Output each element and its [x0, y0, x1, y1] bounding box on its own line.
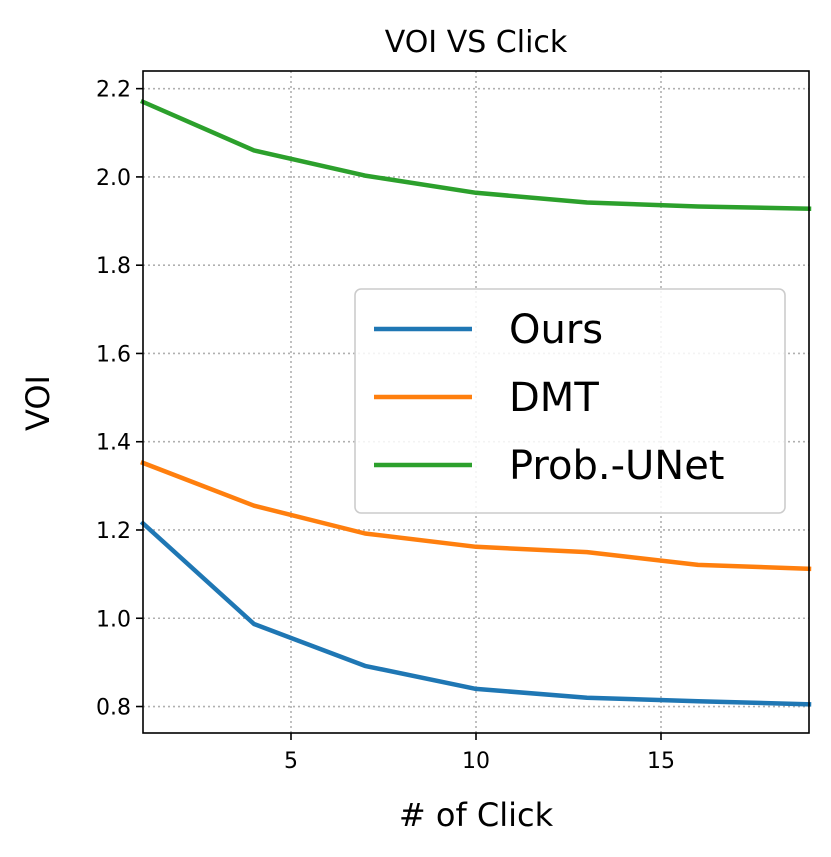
series-line-prob-unet	[140, 98, 812, 211]
y-axis-label: VOI	[19, 375, 57, 431]
x-tick-label: 5	[284, 749, 298, 774]
axis-ticks: 5 10 15 0.8 1.0 1.2 1.4 1.6 1.8 2.0 2.2	[96, 78, 675, 774]
y-tick-label: 1.4	[96, 431, 131, 456]
y-tick-label: 1.0	[96, 607, 131, 632]
legend: Ours DMT Prob.-UNet	[354, 288, 786, 514]
series-line-ours	[139, 520, 812, 707]
y-tick-label: 0.8	[96, 696, 131, 721]
series-line-dmt	[140, 459, 812, 572]
legend-box	[354, 288, 786, 514]
series-lines	[139, 98, 812, 707]
y-tick-label: 1.2	[96, 519, 131, 544]
x-tick-label: 15	[647, 749, 675, 774]
legend-label-dmt: DMT	[509, 375, 599, 421]
y-tick-label: 2.0	[96, 166, 131, 191]
x-tick-label: 10	[462, 749, 490, 774]
chart-title: VOI VS Click	[385, 25, 568, 60]
x-axis-label: # of Click	[399, 796, 554, 834]
y-tick-label: 1.6	[96, 342, 131, 367]
legend-label-prob-unet: Prob.-UNet	[509, 443, 725, 489]
y-tick-label: 2.2	[96, 78, 131, 103]
legend-label-ours: Ours	[509, 307, 603, 353]
y-tick-label: 1.8	[96, 254, 131, 279]
